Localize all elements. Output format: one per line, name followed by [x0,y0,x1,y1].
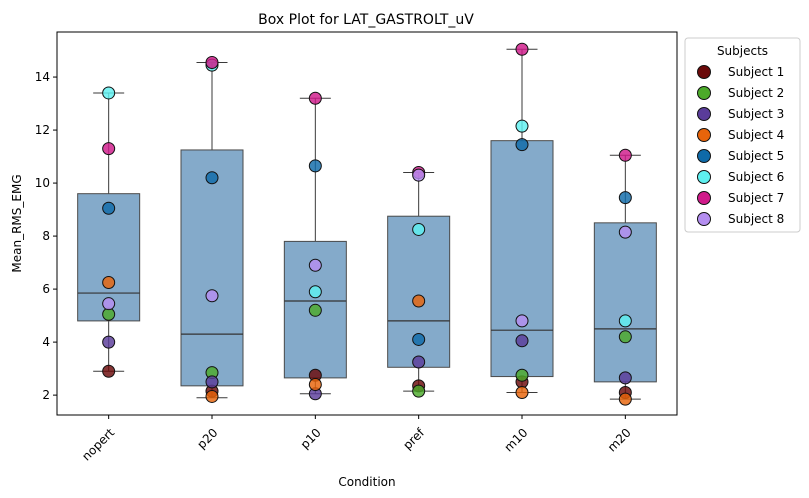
data-point [618,191,632,205]
data-point [412,384,426,398]
legend-label: Subject 8 [728,212,784,226]
legend-item: Subject 4 [697,128,784,142]
data-point [102,364,116,378]
legend-box [684,37,801,233]
data-point [308,303,322,317]
legend-marker [697,149,711,163]
points-subject-3 [102,334,632,401]
legend-item: Subject 1 [697,65,784,79]
y-tick-label: 2 [42,388,50,402]
y-tick-label: 12 [35,123,50,137]
data-point [205,375,219,389]
y-axis-title: Mean_RMS_EMG [10,174,24,272]
data-point [515,138,529,152]
data-point [515,368,529,382]
plot-area [77,42,657,406]
y-tick-label: 8 [42,229,50,243]
data-point [412,355,426,369]
data-point [205,389,219,403]
data-point [618,314,632,328]
legend-marker [697,107,711,121]
chart-title: Box Plot for LAT_GASTROLT_uV [258,12,474,28]
box-m20 [593,154,657,400]
points-subject-5 [102,138,632,346]
legend-item: Subject 8 [697,212,784,226]
legend-label: Subject 6 [728,170,784,184]
data-point [308,378,322,392]
data-point [102,201,116,215]
box-body [180,149,244,387]
data-point [515,42,529,56]
data-point [618,371,632,385]
data-point [308,258,322,272]
box-body [593,222,657,383]
legend-marker [697,65,711,79]
plot-frame [56,31,678,416]
x-axis-title: Condition [338,475,395,489]
legend-title: Subjects [717,44,768,58]
legend-item: Subject 5 [697,149,784,163]
legend-item: Subject 3 [697,107,784,121]
legend: Subjects Subject 1 Subject 2 Subject 3 Subje… [684,37,801,233]
data-point [205,171,219,185]
data-point [515,385,529,399]
data-point [515,334,529,348]
legend-label: Subject 7 [728,191,784,205]
legend-label: Subject 5 [728,149,784,163]
legend-marker [697,170,711,184]
data-point [102,297,116,311]
legend-item: Subject 6 [697,170,784,184]
points-subject-2 [102,303,632,398]
data-point [412,168,426,182]
data-point [102,142,116,156]
legend-label: Subject 4 [728,128,784,142]
legend-label: Subject 3 [728,107,784,121]
y-tick-label: 4 [42,335,50,349]
data-point [618,148,632,162]
data-point [308,159,322,173]
points-subject-4 [102,275,632,406]
data-point [412,222,426,236]
data-point [618,225,632,239]
data-point [308,91,322,105]
legend-item: Subject 7 [697,191,784,205]
data-point [205,55,219,69]
legend-marker [697,191,711,205]
y-tick-label: 10 [35,176,50,190]
data-point [102,335,116,349]
legend-marker [697,212,711,226]
y-tick-label: 14 [35,70,50,84]
data-point [515,119,529,133]
legend-label: Subject 1 [728,65,784,79]
data-point [102,86,116,100]
legend-label: Subject 2 [728,86,784,100]
data-point [102,275,116,289]
data-point [515,314,529,328]
legend-marker [697,86,711,100]
y-tick-label: 6 [42,282,50,296]
data-point [618,330,632,344]
data-point [412,294,426,308]
data-point [308,285,322,299]
data-point [618,392,632,406]
data-point [205,289,219,303]
legend-marker [697,128,711,142]
points-subject-8 [102,168,632,328]
legend-item: Subject 2 [697,86,784,100]
data-point [412,332,426,346]
